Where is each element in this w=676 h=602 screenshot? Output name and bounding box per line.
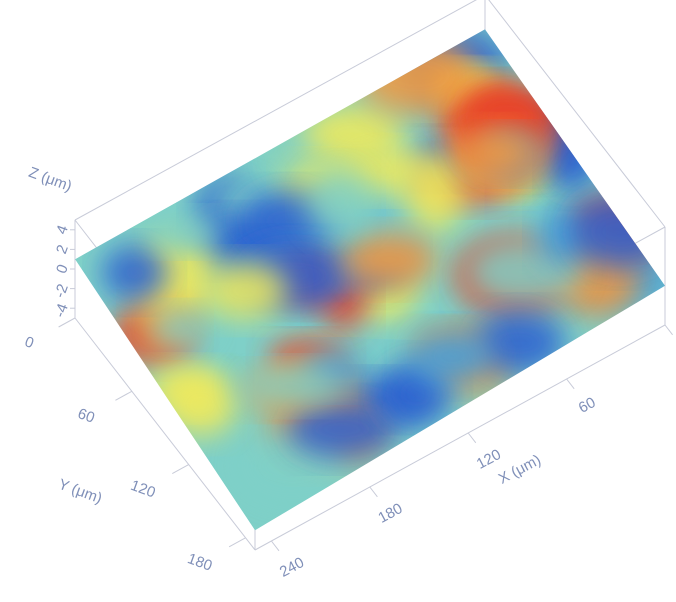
surface-patch: [287, 400, 397, 458]
x-tick: [370, 487, 378, 497]
x-tick: [271, 541, 279, 551]
y-tick-label: 60: [75, 405, 96, 427]
surface-patch: [570, 194, 669, 268]
surface-patch: [410, 328, 495, 385]
surface-patch: [548, 124, 598, 191]
y-tick: [229, 538, 245, 547]
surface-patch: [357, 36, 477, 114]
y-tick: [172, 465, 188, 474]
surface-patch: [239, 366, 340, 407]
chart: 060120180240060120180420-2-4 Z (μm) Y (μ…: [0, 0, 676, 602]
y-tick-label: 180: [185, 550, 214, 575]
x-tick-label: 120: [474, 446, 504, 473]
surface-patch: [341, 233, 438, 287]
x-tick-label: 240: [277, 554, 307, 581]
z-tick-label: 4: [53, 223, 72, 237]
surface: [75, 27, 675, 530]
x-axis-title: X (μm): [496, 451, 544, 487]
page: 060120180240060120180420-2-4 Z (μm) Y (μ…: [0, 0, 676, 602]
z-axis-title: Z (μm): [26, 164, 74, 195]
y-tick-label: 0: [22, 333, 36, 352]
x-tick: [468, 433, 476, 443]
surface-patch: [149, 309, 216, 348]
z-tick-label: -2: [51, 282, 72, 300]
y-tick: [115, 391, 131, 400]
x-tick-label: 60: [576, 394, 599, 417]
surface-patch: [152, 214, 222, 250]
y-axis-title: Y (μm): [56, 476, 104, 507]
surface-patch: [164, 373, 237, 437]
x-tick-label: 180: [375, 500, 405, 527]
z-tick-label: -4: [51, 301, 72, 319]
surface-patch: [306, 168, 374, 235]
surface-patch: [458, 127, 537, 179]
y-tick-label: 120: [128, 477, 157, 502]
z-tick-label: 2: [53, 243, 72, 257]
x-tick: [665, 325, 673, 335]
surface-patch: [203, 261, 288, 319]
z-tick-label: 0: [53, 262, 72, 276]
surface-patch: [102, 245, 168, 301]
x-tick: [567, 379, 575, 389]
